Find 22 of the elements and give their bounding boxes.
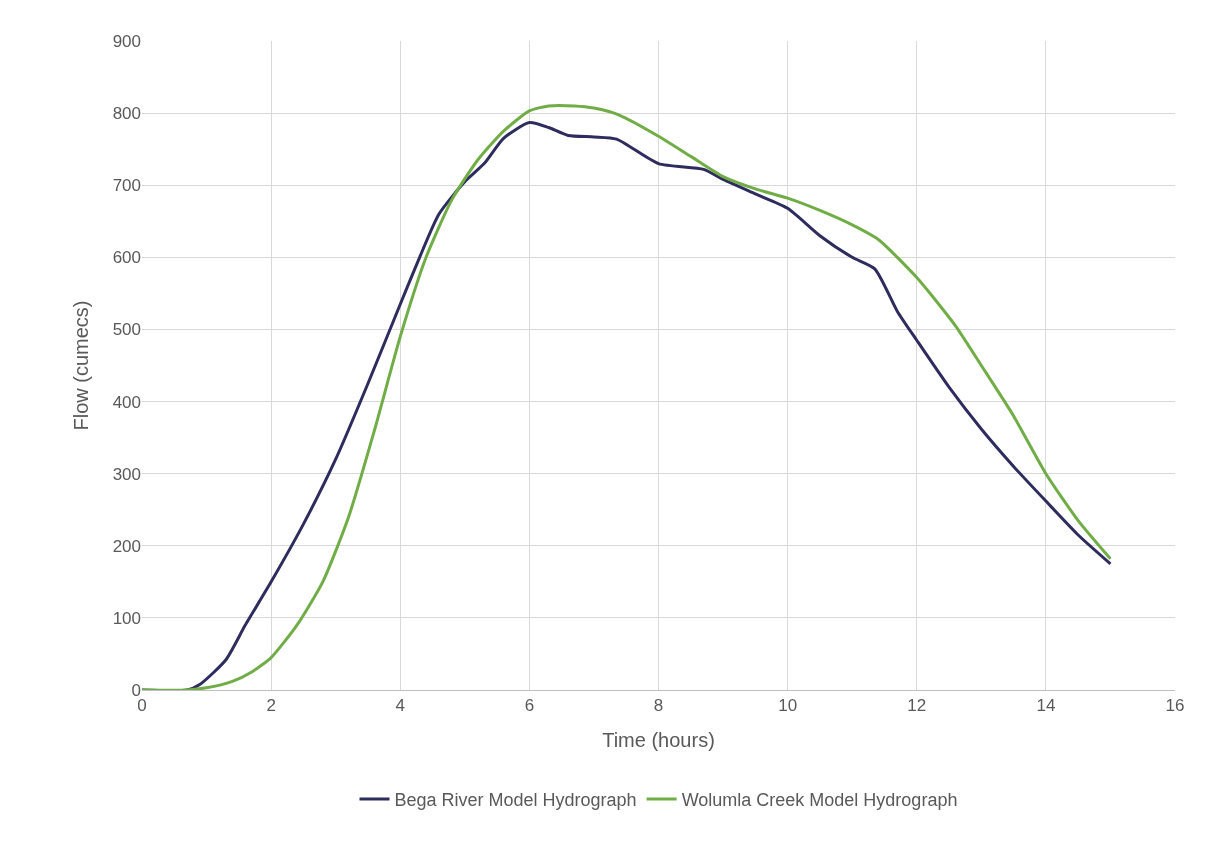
x-tick-label: 10 — [778, 696, 798, 716]
y-axis-title: Flow (cumecs) — [70, 300, 93, 431]
x-tick-label: 8 — [653, 696, 664, 716]
x-tick-label: 16 — [1165, 696, 1185, 716]
y-tick-label: 500 — [112, 320, 141, 340]
x-tick-label: 6 — [524, 696, 535, 716]
x-axis-title: Time (hours) — [602, 728, 715, 751]
y-tick-label: 900 — [112, 31, 141, 51]
x-tick-label: 12 — [907, 696, 927, 716]
y-tick-label: 600 — [112, 248, 141, 268]
x-tick-label: 2 — [266, 696, 276, 716]
legend-label: Wolumla Creek Model Hydrograph — [681, 790, 958, 811]
x-tick-label: 14 — [1036, 696, 1056, 716]
y-tick-label: 800 — [112, 104, 141, 124]
x-tick-label: 4 — [395, 696, 405, 716]
y-tick-label: 300 — [112, 464, 141, 484]
y-tick-label: 0 — [131, 680, 141, 700]
legend-label: Bega River Model Hydrograph — [394, 790, 637, 811]
y-tick-label: 700 — [112, 176, 141, 196]
y-tick-label: 100 — [112, 608, 141, 628]
y-tick-label: 400 — [112, 392, 141, 412]
y-tick-label: 200 — [112, 536, 141, 556]
